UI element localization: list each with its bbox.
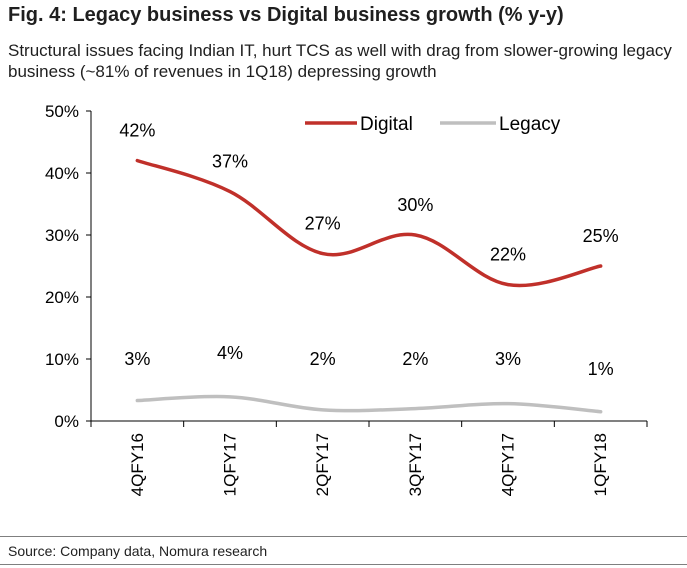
- data-labels: 42% 37% 27% 30% 22% 25% 3% 4% 2% 2% 3% 1%: [119, 121, 618, 380]
- x-tick-label: 4QFY16: [128, 433, 147, 496]
- x-tick-label: 2QFY17: [313, 433, 332, 496]
- data-label-legacy: 3%: [495, 349, 521, 369]
- y-tick-label: 50%: [45, 102, 79, 121]
- line-chart: 0% 10% 20% 30% 40% 50% 4QFY16 1QFY17 2QFY17 3QFY1…: [45, 102, 648, 496]
- chart-legend: Digital Legacy: [305, 114, 561, 135]
- y-tick-label: 20%: [45, 288, 79, 307]
- y-tick-label: 10%: [45, 350, 79, 369]
- y-tick-label: 0%: [54, 412, 79, 431]
- data-label-digital: 27%: [305, 214, 341, 234]
- chart-title: Fig. 4: Legacy business vs Digital busin…: [8, 4, 564, 26]
- data-label-digital: 22%: [490, 245, 526, 265]
- data-label-legacy: 3%: [124, 349, 150, 369]
- data-label-digital: 25%: [583, 226, 619, 246]
- series-line-digital: [135, 158, 603, 288]
- series-line-legacy: [135, 394, 603, 414]
- data-label-digital: 30%: [397, 195, 433, 215]
- series-lines: [135, 158, 603, 414]
- x-tick-label: 1QFY17: [221, 433, 240, 496]
- chart-axes: 0% 10% 20% 30% 40% 50% 4QFY16 1QFY17 2QFY17 3QFY1…: [45, 102, 648, 496]
- x-tick-label: 4QFY17: [499, 433, 518, 496]
- source-note: Source: Company data, Nomura research: [8, 543, 268, 559]
- footer-divider: [0, 536, 687, 537]
- y-tick-label: 40%: [45, 164, 79, 183]
- data-label-legacy: 2%: [402, 349, 428, 369]
- y-tick-label: 30%: [45, 226, 79, 245]
- data-label-legacy: 2%: [310, 349, 336, 369]
- x-tick-label: 1QFY18: [591, 433, 610, 496]
- legend-label-digital: Digital: [360, 114, 413, 135]
- data-label-digital: 37%: [212, 152, 248, 172]
- x-tick-label: 3QFY17: [406, 433, 425, 496]
- legend-label-legacy: Legacy: [499, 114, 561, 135]
- bottom-divider: [0, 564, 687, 565]
- data-label-digital: 42%: [119, 121, 155, 141]
- chart-subtitle: Structural issues facing Indian IT, hurt…: [8, 41, 672, 81]
- data-label-legacy: 4%: [217, 343, 243, 363]
- data-label-legacy: 1%: [588, 359, 614, 379]
